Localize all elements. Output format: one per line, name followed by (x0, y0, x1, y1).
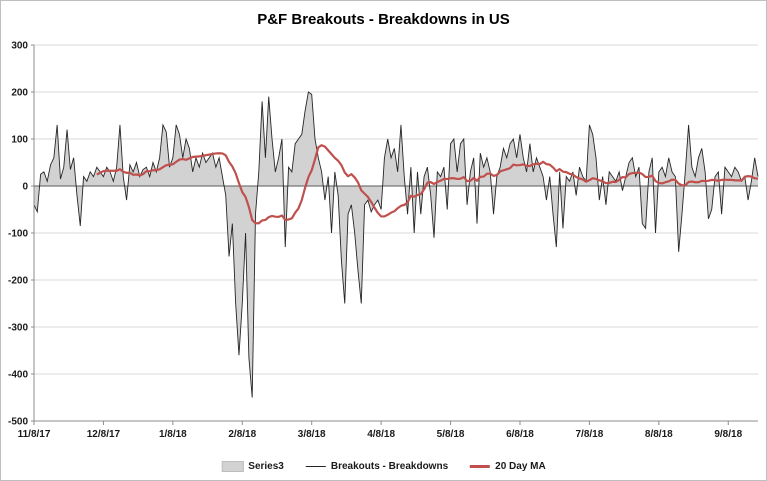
y-axis-label: -500 (8, 417, 28, 428)
x-axis-label: 9/8/18 (714, 429, 742, 440)
legend-label-series3: Series3 (248, 461, 284, 472)
x-axis-label: 1/8/18 (159, 429, 187, 440)
x-axis-label: 4/8/18 (367, 429, 395, 440)
x-axis-label: 12/8/17 (87, 429, 121, 440)
y-axis-label: 100 (11, 135, 28, 146)
x-axis-label: 6/8/18 (506, 429, 534, 440)
ma-swatch-icon (470, 465, 491, 468)
legend-label-breakouts: Breakouts - Breakdowns (330, 461, 449, 472)
ma-line (96, 144, 759, 225)
legend-label-ma: 20 Day MA (495, 461, 546, 472)
area-series (34, 92, 758, 398)
area-swatch-icon (221, 461, 244, 472)
y-axis-label: -400 (8, 370, 28, 381)
x-axis-label: 5/8/18 (437, 429, 465, 440)
x-axis-label: 11/8/17 (18, 429, 51, 440)
y-axis-label: -200 (8, 276, 28, 287)
chart-legend: Series3 Breakouts - Breakdowns 20 Day MA (221, 461, 546, 472)
x-axis-label: 2/8/18 (228, 429, 256, 440)
legend-item-breakouts: Breakouts - Breakdowns (305, 461, 449, 472)
y-axis-label: 0 (22, 182, 28, 193)
x-axis-label: 3/8/18 (298, 429, 326, 440)
y-axis-label: 300 (11, 41, 28, 52)
y-axis-label: -100 (8, 229, 28, 240)
legend-item-ma: 20 Day MA (470, 461, 546, 472)
breakouts-line (33, 91, 759, 398)
line-swatch-icon (305, 466, 326, 467)
x-axis-label: 7/8/18 (575, 429, 603, 440)
chart-title: P&F Breakouts - Breakdowns in US (257, 11, 510, 28)
x-axis-label: 8/8/18 (645, 429, 673, 440)
legend-item-series3: Series3 (221, 461, 284, 472)
y-axis-label: 200 (11, 88, 28, 99)
y-axis-label: -300 (8, 323, 28, 334)
